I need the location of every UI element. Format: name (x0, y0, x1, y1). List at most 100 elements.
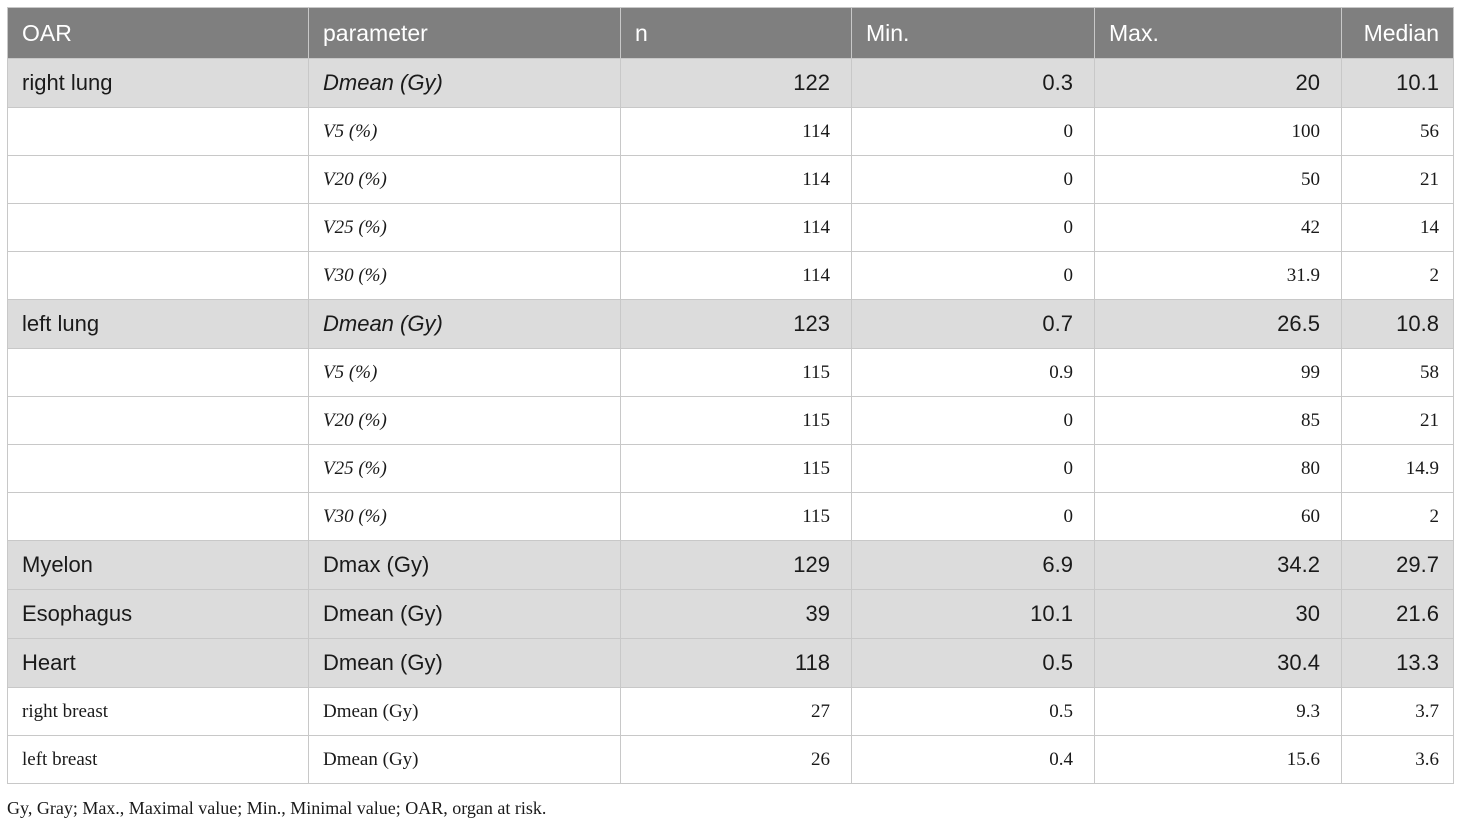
cell-min: 0 (851, 492, 1095, 541)
cell-max: 80 (1094, 444, 1342, 493)
table-row: V20 (%) 115 0 85 21 (7, 396, 1454, 445)
cell-median: 2 (1341, 492, 1454, 541)
cell-median: 14 (1341, 203, 1454, 252)
cell-parameter: Dmax (Gy) (308, 540, 621, 590)
table-row: V25 (%) 114 0 42 14 (7, 203, 1454, 252)
cell-median: 10.8 (1341, 299, 1454, 349)
cell-n: 39 (620, 589, 852, 639)
cell-median: 13.3 (1341, 638, 1454, 688)
cell-oar (7, 251, 309, 300)
cell-parameter: V30 (%) (308, 492, 621, 541)
cell-median: 58 (1341, 348, 1454, 397)
cell-median: 3.6 (1341, 735, 1454, 784)
cell-median: 14.9 (1341, 444, 1454, 493)
cell-parameter: Dmean (Gy) (308, 299, 621, 349)
cell-n: 118 (620, 638, 852, 688)
cell-median: 21 (1341, 155, 1454, 204)
table-row: Myelon Dmax (Gy) 129 6.9 34.2 29.7 (7, 540, 1454, 590)
cell-max: 60 (1094, 492, 1342, 541)
cell-oar (7, 396, 309, 445)
cell-min: 0 (851, 107, 1095, 156)
table-row: V5 (%) 114 0 100 56 (7, 107, 1454, 156)
table-row: right breast Dmean (Gy) 27 0.5 9.3 3.7 (7, 687, 1454, 736)
table-row: V30 (%) 114 0 31.9 2 (7, 251, 1454, 300)
cell-parameter: Dmean (Gy) (308, 638, 621, 688)
cell-parameter: V25 (%) (308, 203, 621, 252)
cell-n: 115 (620, 444, 852, 493)
cell-min: 0.9 (851, 348, 1095, 397)
cell-median: 2 (1341, 251, 1454, 300)
cell-parameter: V20 (%) (308, 396, 621, 445)
cell-parameter: V25 (%) (308, 444, 621, 493)
cell-max: 99 (1094, 348, 1342, 397)
table-row: Heart Dmean (Gy) 118 0.5 30.4 13.3 (7, 638, 1454, 688)
table-row: left lung Dmean (Gy) 123 0.7 26.5 10.8 (7, 299, 1454, 349)
cell-oar: right lung (7, 58, 309, 108)
cell-max: 30 (1094, 589, 1342, 639)
cell-parameter: Dmean (Gy) (308, 58, 621, 108)
cell-n: 114 (620, 107, 852, 156)
cell-max: 42 (1094, 203, 1342, 252)
cell-n: 114 (620, 251, 852, 300)
cell-min: 0.7 (851, 299, 1095, 349)
cell-n: 114 (620, 203, 852, 252)
cell-n: 115 (620, 348, 852, 397)
cell-min: 0.4 (851, 735, 1095, 784)
cell-median: 3.7 (1341, 687, 1454, 736)
cell-max: 34.2 (1094, 540, 1342, 590)
cell-n: 115 (620, 396, 852, 445)
table-row: Esophagus Dmean (Gy) 39 10.1 30 21.6 (7, 589, 1454, 639)
cell-oar (7, 107, 309, 156)
cell-n: 26 (620, 735, 852, 784)
cell-min: 0 (851, 396, 1095, 445)
cell-max: 26.5 (1094, 299, 1342, 349)
cell-parameter: V20 (%) (308, 155, 621, 204)
cell-oar: right breast (7, 687, 309, 736)
cell-parameter: V5 (%) (308, 348, 621, 397)
cell-max: 30.4 (1094, 638, 1342, 688)
table-row: V20 (%) 114 0 50 21 (7, 155, 1454, 204)
cell-max: 15.6 (1094, 735, 1342, 784)
cell-n: 122 (620, 58, 852, 108)
table-row: V25 (%) 115 0 80 14.9 (7, 444, 1454, 493)
cell-oar (7, 155, 309, 204)
cell-min: 6.9 (851, 540, 1095, 590)
cell-median: 10.1 (1341, 58, 1454, 108)
cell-oar: Myelon (7, 540, 309, 590)
table-row: V5 (%) 115 0.9 99 58 (7, 348, 1454, 397)
table-header-row: OAR parameter n Min. Max. Median (7, 7, 1454, 59)
cell-oar (7, 492, 309, 541)
cell-min: 0.5 (851, 638, 1095, 688)
header-max: Max. (1094, 7, 1342, 59)
cell-n: 115 (620, 492, 852, 541)
cell-min: 0.5 (851, 687, 1095, 736)
cell-min: 0 (851, 203, 1095, 252)
cell-oar: left lung (7, 299, 309, 349)
cell-max: 100 (1094, 107, 1342, 156)
cell-n: 114 (620, 155, 852, 204)
cell-oar (7, 203, 309, 252)
header-min: Min. (851, 7, 1095, 59)
cell-parameter: V30 (%) (308, 251, 621, 300)
cell-parameter: Dmean (Gy) (308, 735, 621, 784)
cell-median: 56 (1341, 107, 1454, 156)
cell-oar (7, 444, 309, 493)
cell-oar (7, 348, 309, 397)
table-footnote: Gy, Gray; Max., Maximal value; Min., Min… (7, 798, 547, 818)
cell-oar: Heart (7, 638, 309, 688)
cell-parameter: Dmean (Gy) (308, 589, 621, 639)
table-row: right lung Dmean (Gy) 122 0.3 20 10.1 (7, 58, 1454, 108)
cell-oar: Esophagus (7, 589, 309, 639)
cell-max: 20 (1094, 58, 1342, 108)
table-container: OAR parameter n Min. Max. Median right l… (7, 7, 1454, 784)
cell-max: 31.9 (1094, 251, 1342, 300)
cell-n: 123 (620, 299, 852, 349)
cell-max: 85 (1094, 396, 1342, 445)
cell-n: 27 (620, 687, 852, 736)
cell-parameter: V5 (%) (308, 107, 621, 156)
cell-min: 10.1 (851, 589, 1095, 639)
oar-dose-table: OAR parameter n Min. Max. Median right l… (7, 7, 1454, 784)
cell-oar: left breast (7, 735, 309, 784)
cell-n: 129 (620, 540, 852, 590)
cell-min: 0 (851, 444, 1095, 493)
